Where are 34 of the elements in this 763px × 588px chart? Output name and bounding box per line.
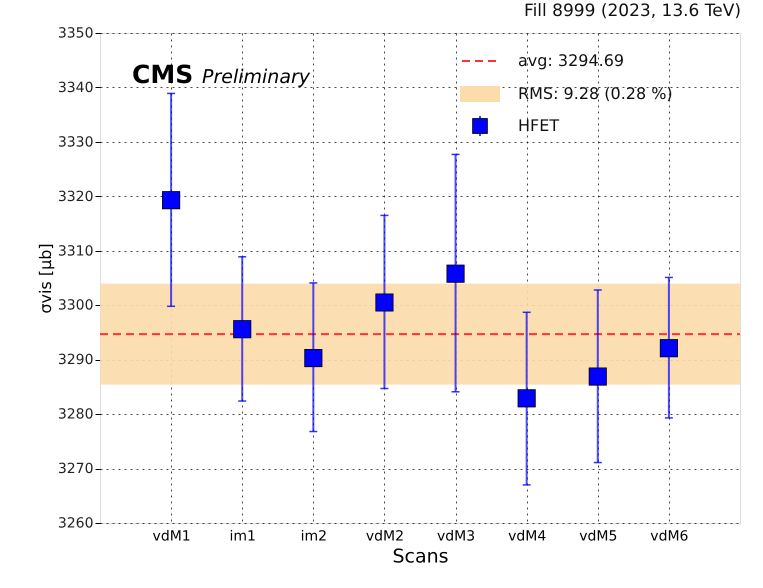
point <box>588 367 607 386</box>
y-tick-label: 3340 <box>58 80 94 96</box>
x-tick-label: vdM4 <box>508 528 546 544</box>
point <box>233 320 252 338</box>
x-axis-title: Scans <box>392 546 449 568</box>
y-tick-label: 3330 <box>58 134 94 150</box>
point <box>162 191 180 210</box>
point <box>660 339 678 358</box>
point <box>375 293 394 312</box>
y-tick-label: 3350 <box>58 26 94 42</box>
y-tick-label: 3300 <box>58 298 94 314</box>
legend-label: RMS: 9.28 (0.28 %) <box>518 84 673 103</box>
y-tick-label: 3290 <box>58 352 94 368</box>
x-tick-label: vdM6 <box>650 528 689 544</box>
x-tick-label: im2 <box>300 528 328 544</box>
x-tick-label: vdM3 <box>436 528 476 544</box>
x-tick-label: vdM2 <box>366 528 404 544</box>
point <box>446 264 465 283</box>
y-tick-label: 3260 <box>58 516 94 532</box>
point <box>304 348 322 368</box>
y-axis-title: σvis [μb] <box>36 243 55 314</box>
legend-label: avg: 3294.69 <box>518 51 624 70</box>
x-tick-label: vdM5 <box>579 528 618 544</box>
x-tick-label: vdM1 <box>152 528 191 544</box>
y-tick-label: 3280 <box>58 406 94 423</box>
point <box>518 389 536 408</box>
y-tick-label: 3310 <box>58 243 94 260</box>
annotation: CMS <box>132 60 194 89</box>
x-tick-label: im1 <box>230 528 256 544</box>
y-tick-label: 3320 <box>58 188 94 205</box>
legend-label: HFET <box>518 116 560 135</box>
y-tick-label: 3270 <box>58 461 94 478</box>
annotation: Preliminary <box>202 66 311 88</box>
chart-title: Fill 8999 (2023, 13.6 TeV) <box>524 1 741 21</box>
